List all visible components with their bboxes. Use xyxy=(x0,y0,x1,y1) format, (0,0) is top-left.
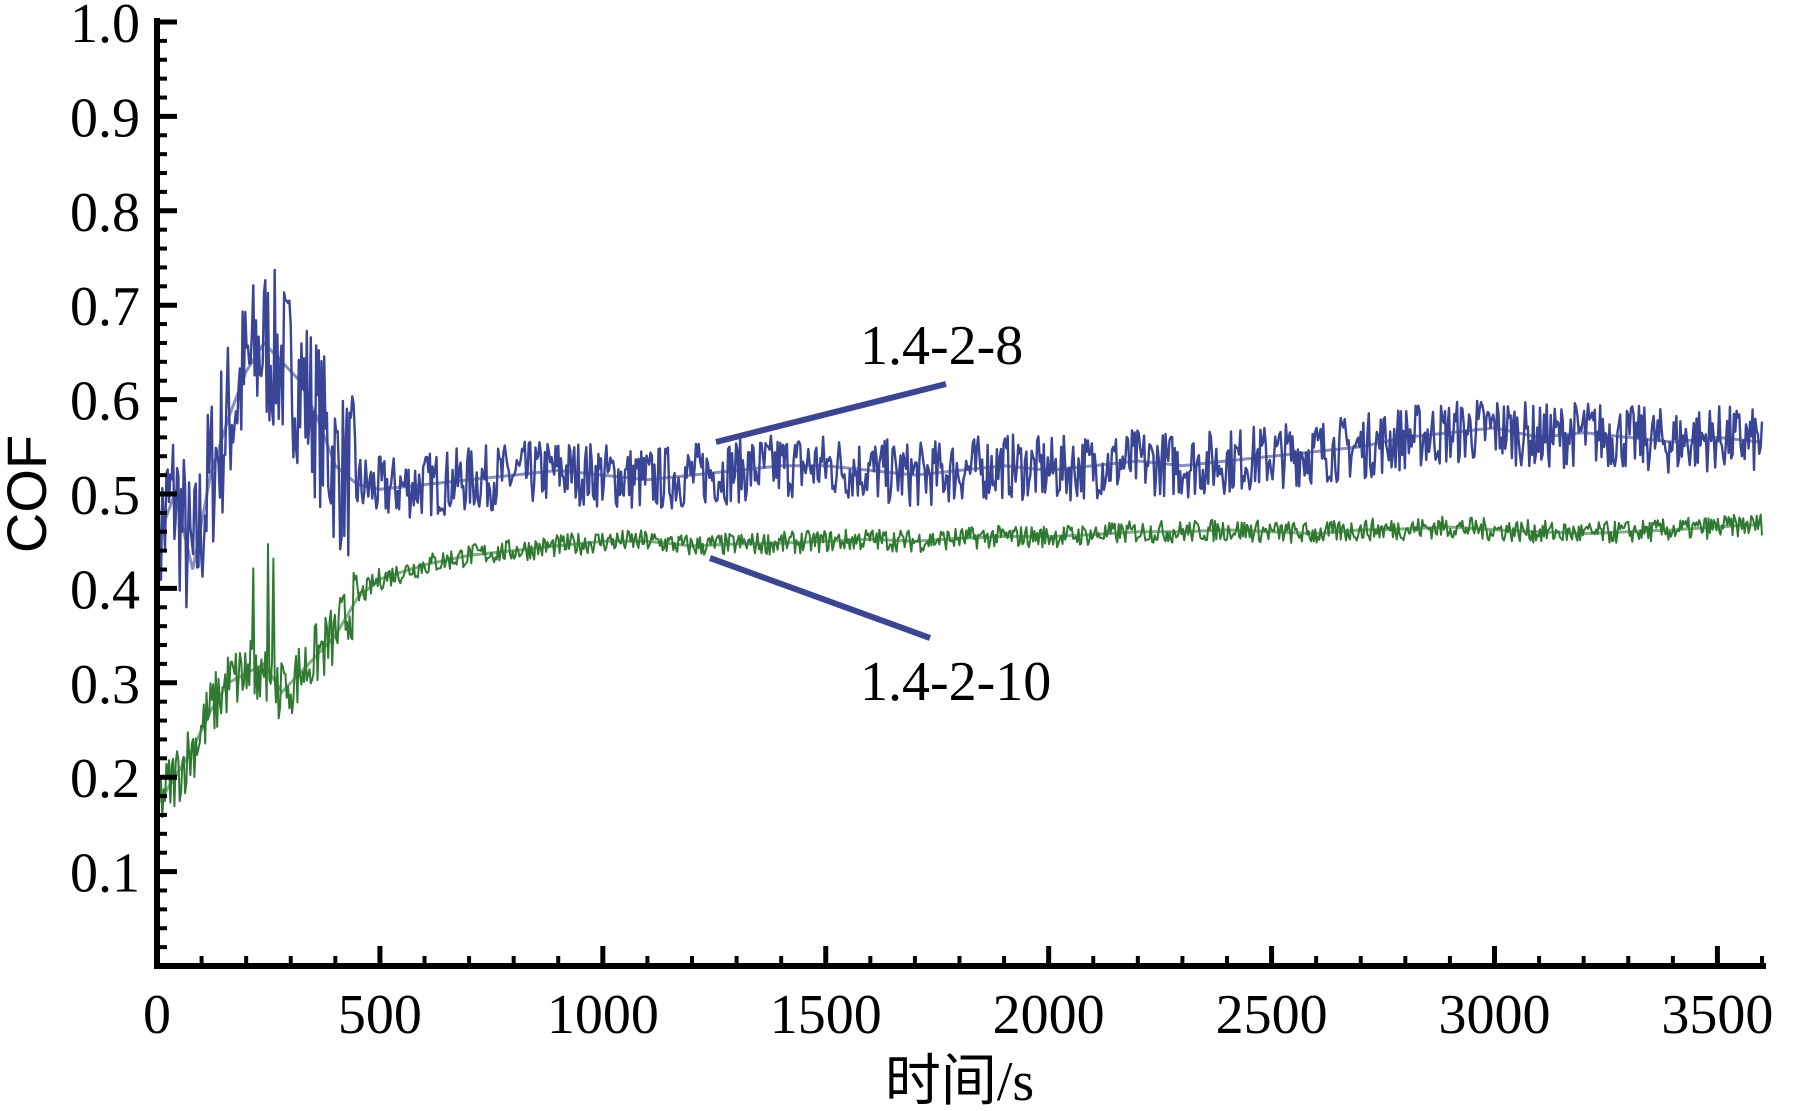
x-tick-label: 500 xyxy=(338,984,422,1046)
series-line xyxy=(156,513,1763,819)
ticks-layer: 0 500 1000 1500 2000 2500 3000 3500 0.1 0.2 0.3 0.4… xyxy=(70,0,1773,1046)
x-tick-label: 2500 xyxy=(1216,984,1328,1046)
series-b xyxy=(155,513,1763,819)
x-tick-label: 2000 xyxy=(993,984,1105,1046)
y-axis-title: COF xyxy=(0,435,58,553)
series-a-leader-line xyxy=(715,381,947,445)
series-b-label: 1.4-2-10 xyxy=(860,651,1051,713)
series-a xyxy=(155,268,1764,627)
x-tick-label: 0 xyxy=(143,984,171,1046)
series-b-leader-line xyxy=(708,555,932,641)
y-tick-label: 0.2 xyxy=(70,748,140,810)
series-line xyxy=(155,268,1764,627)
series-layer xyxy=(155,268,1764,819)
y-tick-label: 0.4 xyxy=(70,559,140,621)
x-tick-label: 1500 xyxy=(770,984,882,1046)
series-a-label: 1.4-2-8 xyxy=(860,315,1023,377)
y-tick-label: 0.1 xyxy=(70,843,140,905)
y-tick-label: 1.0 xyxy=(70,0,140,55)
x-tick-label: 3500 xyxy=(1661,984,1773,1046)
y-tick-label: 0.3 xyxy=(70,654,140,716)
series-mean-line xyxy=(155,522,1763,807)
x-axis-title: 时间/s xyxy=(885,1051,1034,1111)
y-tick-label: 0.9 xyxy=(70,87,140,149)
x-tick-label: 1000 xyxy=(547,984,659,1046)
annotation-layer: 1.4-2-8 1.4-2-10 xyxy=(708,315,1051,713)
x-tick-label: 3000 xyxy=(1439,984,1551,1046)
y-tick-label: 0.6 xyxy=(70,371,140,433)
y-tick-label: 0.7 xyxy=(70,276,140,338)
y-tick-label: 0.5 xyxy=(70,465,140,527)
series-mean-line xyxy=(155,340,1763,570)
y-tick-label: 0.8 xyxy=(70,182,140,244)
